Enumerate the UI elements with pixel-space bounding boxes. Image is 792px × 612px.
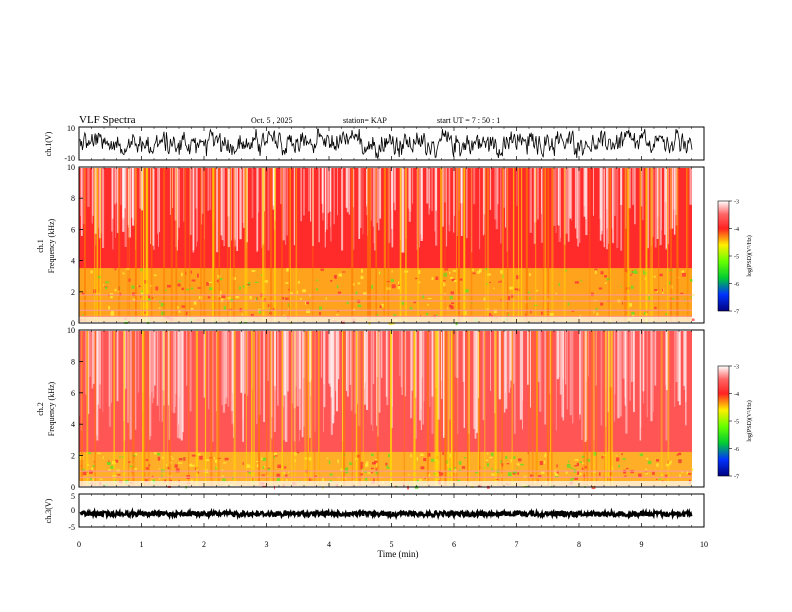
ch2-colorbar-tick--6: -6 <box>734 447 739 453</box>
ch1-waveform-ylabel: ch.1(V) <box>44 131 53 156</box>
ch1-colorbar-tick--4: -4 <box>734 227 739 233</box>
ch1-colorbar-tick--3: -3 <box>734 200 739 206</box>
ch1-spectrogram-ylabel-freq: Frequency (kHz) <box>47 218 56 273</box>
ch1-colorbar-tick--5: -5 <box>734 255 739 261</box>
time-tick-10: 10 <box>700 540 708 549</box>
ch2-colorbar-tick--4: -4 <box>734 392 739 398</box>
ch1-spectrogram-ytick-2: 2 <box>71 288 75 297</box>
ch1-waveform-panel: 10 -10 ch.1(V) <box>44 124 705 163</box>
ch2-spectrogram-ytick-6: 6 <box>71 389 75 398</box>
ch2-spectrogram-ytick-4: 4 <box>71 420 75 429</box>
time-tick-6: 6 <box>452 540 456 549</box>
ch2-spectrogram-ytick-8: 8 <box>71 357 75 366</box>
ch2-colorbar-label: log(PSD)(V²/Hz) <box>746 400 753 441</box>
time-axis-label: Time (min) <box>378 549 419 559</box>
ch2-colorbar-tick--5: -5 <box>734 420 739 426</box>
ch2-spectrogram-ylabel-freq: Frequency (kHz) <box>47 381 56 436</box>
time-tick-0: 0 <box>77 540 81 549</box>
station-label: station= KAP <box>343 116 387 125</box>
ch3-waveform-panel: 5 0 -5 ch.3(V) <box>44 492 705 532</box>
figure-title: VLF Spectra <box>79 114 136 126</box>
ch3-waveform-frame <box>78 493 705 528</box>
ch1-colorbar-tick--6: -6 <box>734 282 739 288</box>
ch1-spectrogram-ytick-10: 10 <box>67 163 75 172</box>
ch3-ytick-neg5: -5 <box>68 523 75 532</box>
time-tick-7: 7 <box>515 540 519 549</box>
time-axis: 0 1 2 3 4 5 6 7 8 9 10 <box>77 127 708 549</box>
ch2-spectrogram-ytick-10: 10 <box>67 326 75 335</box>
time-tick-3: 3 <box>265 540 269 549</box>
ch1-spectrogram-ytick-6: 6 <box>71 225 75 234</box>
ch1-spectrogram-ylabel-channel: ch.1 <box>36 239 45 253</box>
ch1-ytick-top: 10 <box>67 124 75 133</box>
ch1-spectrogram-ytick-0: 0 <box>71 319 75 328</box>
ch1-colorbar-label: log(PSD)(V²/Hz) <box>746 235 753 276</box>
ch3-waveform-line <box>79 507 693 521</box>
ch2-spectrogram-image <box>79 331 694 490</box>
ch2-spectrogram-ylabel-channel: ch.2 <box>36 402 45 416</box>
ch1-waveform-line <box>79 128 693 160</box>
start-time-label: start UT = 7 : 50 : 1 <box>437 116 500 125</box>
ch1-colorbar-gradient <box>717 200 730 312</box>
time-tick-4: 4 <box>327 540 331 549</box>
ch1-spectrogram-ytick-8: 8 <box>71 194 75 203</box>
ch1-spectrogram-ytick-4: 4 <box>71 257 75 266</box>
ch2-colorbar: -3 -4 -5 -6 -7 log(PSD)(V²/Hz) <box>717 365 753 481</box>
ch1-colorbar: -3 -4 -5 -6 -7 log(PSD)(V²/Hz) <box>717 200 753 316</box>
ch3-waveform-ylabel: ch.3(V) <box>44 498 53 523</box>
ch1-ytick-bottom: -10 <box>64 154 75 163</box>
ch2-colorbar-tick--7: -7 <box>734 475 739 481</box>
ch3-ytick-0: 0 <box>71 506 75 515</box>
time-tick-5: 5 <box>390 540 394 549</box>
ch2-colorbar-gradient <box>717 365 730 477</box>
ch1-spectrogram-image <box>79 168 695 326</box>
ch2-spectrogram-ytick-2: 2 <box>71 452 75 461</box>
time-tick-2: 2 <box>202 540 206 549</box>
ch2-spectrogram-panel: 0 2 4 6 8 10 ch.2 Frequency (kHz) <box>36 326 705 492</box>
ch1-colorbar-tick--7: -7 <box>734 310 739 316</box>
ch1-spectrogram-panel: 0 2 4 6 8 10 ch.1 Frequency (kHz) <box>36 163 705 328</box>
ch2-spectrogram-ytick-0: 0 <box>71 483 75 492</box>
time-tick-9: 9 <box>640 540 644 549</box>
ch2-colorbar-tick--3: -3 <box>734 365 739 371</box>
time-tick-8: 8 <box>577 540 581 549</box>
date-label: Oct. 5 , 2025 <box>251 116 293 125</box>
time-tick-1: 1 <box>140 540 144 549</box>
ch3-ytick-5: 5 <box>71 492 75 501</box>
